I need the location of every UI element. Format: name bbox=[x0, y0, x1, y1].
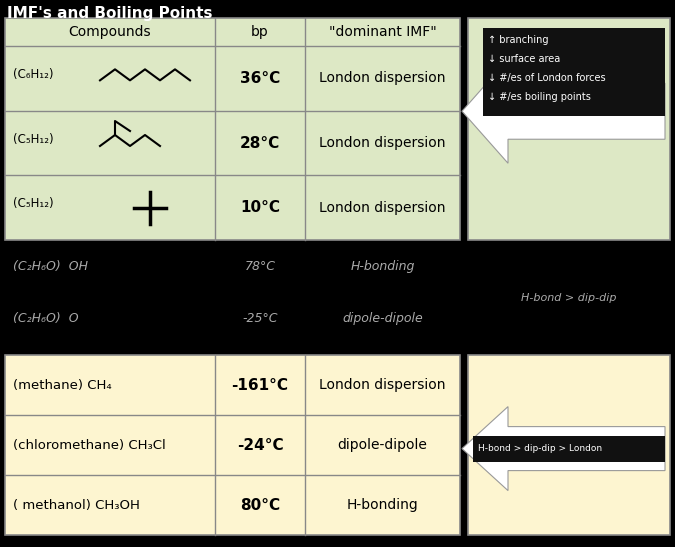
Text: ↓ #/es boiling points: ↓ #/es boiling points bbox=[488, 92, 591, 102]
Text: (chloromethane) CH₃Cl: (chloromethane) CH₃Cl bbox=[13, 439, 166, 451]
FancyBboxPatch shape bbox=[5, 18, 460, 240]
Text: London dispersion: London dispersion bbox=[319, 378, 446, 392]
Text: London dispersion: London dispersion bbox=[319, 201, 446, 214]
Text: IMF's and Boiling Points: IMF's and Boiling Points bbox=[7, 6, 213, 21]
Polygon shape bbox=[462, 406, 665, 491]
Text: (methane) CH₄: (methane) CH₄ bbox=[13, 379, 111, 392]
Text: (C₅H₁₂): (C₅H₁₂) bbox=[13, 132, 53, 146]
Text: H-bonding: H-bonding bbox=[347, 498, 418, 512]
Text: "dominant IMF": "dominant IMF" bbox=[329, 25, 436, 39]
Text: ↓ #/es of London forces: ↓ #/es of London forces bbox=[488, 73, 605, 83]
Text: (C₂H₆O)  OH: (C₂H₆O) OH bbox=[13, 260, 88, 273]
Text: (C₅H₁₂): (C₅H₁₂) bbox=[13, 197, 53, 210]
Text: (C₂H₆O)  O: (C₂H₆O) O bbox=[13, 312, 78, 325]
Text: 78°C: 78°C bbox=[244, 260, 275, 273]
Text: dipole-dipole: dipole-dipole bbox=[338, 438, 427, 452]
FancyBboxPatch shape bbox=[5, 355, 460, 535]
Text: H-bond > dip-dip: H-bond > dip-dip bbox=[521, 293, 617, 302]
Text: H-bond > dip-dip > London: H-bond > dip-dip > London bbox=[478, 444, 602, 453]
Text: H-bonding: H-bonding bbox=[350, 260, 414, 273]
Polygon shape bbox=[462, 59, 665, 163]
FancyBboxPatch shape bbox=[468, 355, 670, 535]
Text: (C₆H₁₂): (C₆H₁₂) bbox=[13, 68, 53, 81]
Text: -161°C: -161°C bbox=[232, 377, 288, 393]
FancyBboxPatch shape bbox=[483, 28, 665, 116]
FancyBboxPatch shape bbox=[468, 18, 670, 240]
Text: -25°C: -25°C bbox=[242, 312, 277, 325]
Text: 80°C: 80°C bbox=[240, 498, 280, 513]
Text: London dispersion: London dispersion bbox=[319, 71, 446, 85]
Text: ( methanol) CH₃OH: ( methanol) CH₃OH bbox=[13, 498, 140, 511]
Text: 10°C: 10°C bbox=[240, 200, 280, 215]
Text: ↓ surface area: ↓ surface area bbox=[488, 54, 560, 64]
Text: 28°C: 28°C bbox=[240, 136, 280, 150]
Text: -24°C: -24°C bbox=[237, 438, 284, 452]
Text: Compounds: Compounds bbox=[69, 25, 151, 39]
Text: bp: bp bbox=[251, 25, 269, 39]
Text: London dispersion: London dispersion bbox=[319, 136, 446, 150]
Text: 36°C: 36°C bbox=[240, 71, 280, 86]
FancyBboxPatch shape bbox=[473, 435, 665, 462]
Text: dipole-dipole: dipole-dipole bbox=[342, 312, 423, 325]
Text: ↑ branching: ↑ branching bbox=[488, 35, 549, 45]
